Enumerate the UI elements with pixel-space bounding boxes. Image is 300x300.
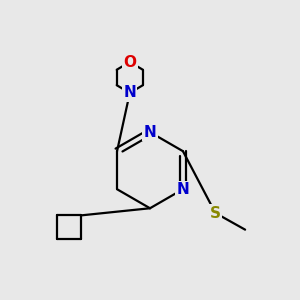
Text: N: N [177,182,189,197]
Text: N: N [144,125,156,140]
Text: N: N [123,85,136,100]
Text: O: O [123,55,136,70]
Text: S: S [210,206,221,220]
